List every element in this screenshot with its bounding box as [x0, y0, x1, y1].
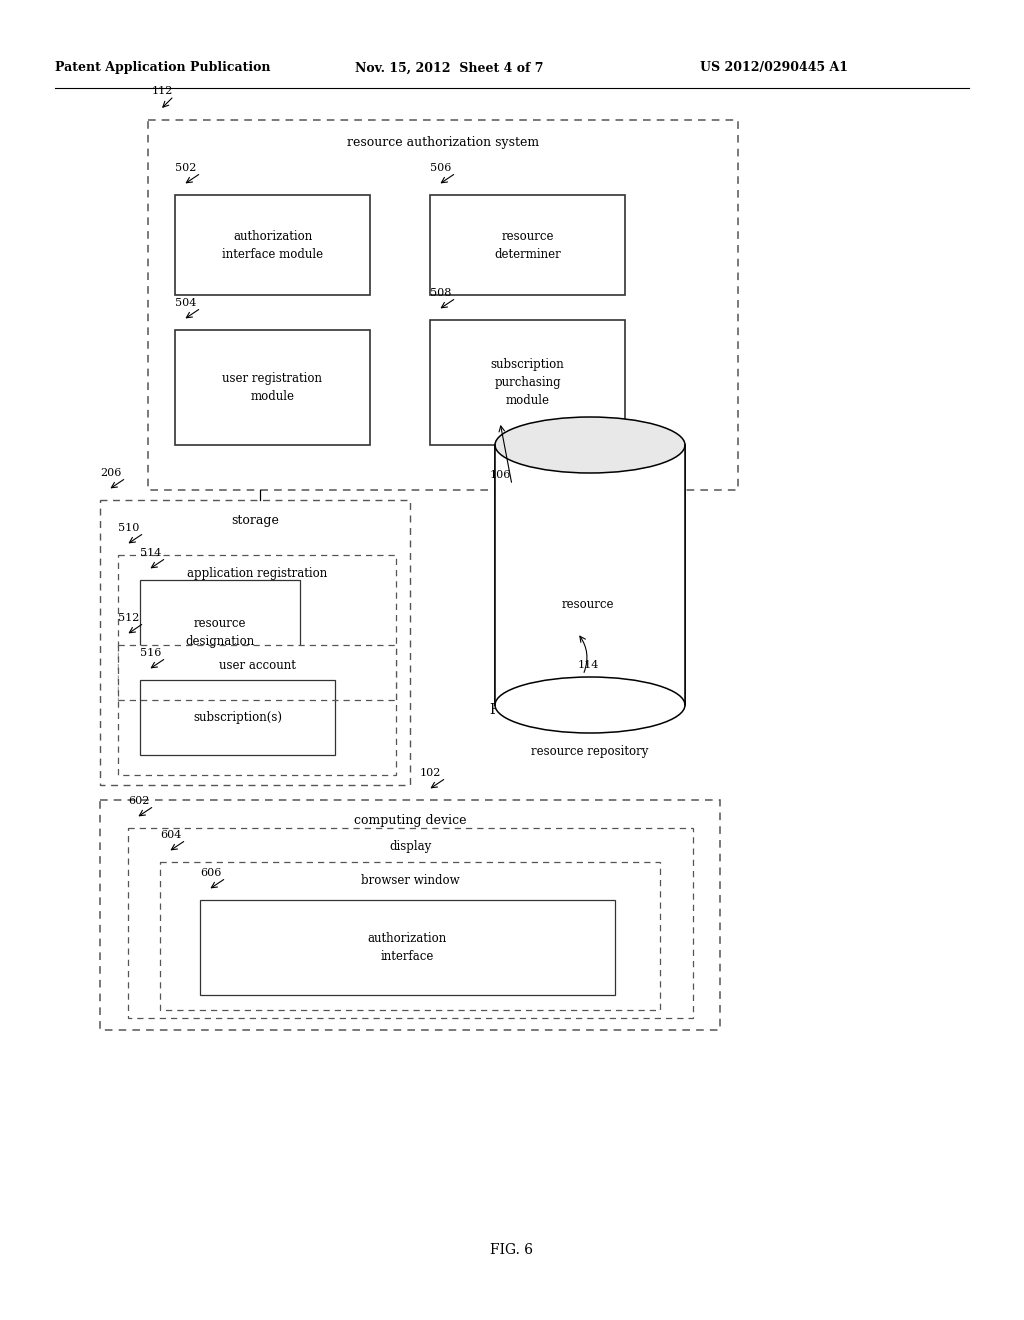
Text: 502: 502 — [175, 162, 197, 173]
Text: 508: 508 — [430, 288, 452, 298]
Text: user registration
module: user registration module — [222, 372, 323, 403]
Text: resource: resource — [561, 598, 613, 610]
Text: 510: 510 — [118, 523, 139, 533]
Text: resource authorization system: resource authorization system — [347, 136, 539, 149]
Text: authorization
interface: authorization interface — [368, 932, 447, 964]
Bar — [148, 120, 738, 490]
Text: user account: user account — [218, 659, 296, 672]
Text: 114: 114 — [578, 660, 599, 671]
Text: subscription
purchasing
module: subscription purchasing module — [490, 358, 564, 407]
Bar — [118, 645, 396, 775]
Bar — [525, 565, 630, 623]
Text: resource
determiner: resource determiner — [495, 230, 561, 260]
Text: display: display — [389, 840, 432, 853]
Bar — [175, 195, 370, 294]
Text: 106: 106 — [490, 470, 511, 480]
Bar — [160, 862, 660, 1010]
Text: 606: 606 — [200, 869, 221, 878]
Text: Patent Application Publication: Patent Application Publication — [55, 62, 270, 74]
Bar — [430, 319, 625, 445]
Bar — [175, 330, 370, 445]
Text: 102: 102 — [420, 768, 441, 777]
Text: 604: 604 — [160, 830, 181, 840]
Ellipse shape — [495, 417, 685, 473]
Bar — [200, 900, 615, 995]
Text: 504: 504 — [175, 298, 197, 308]
Text: browser window: browser window — [360, 874, 460, 887]
Bar — [128, 828, 693, 1018]
Bar — [100, 800, 720, 1030]
Text: resource repository: resource repository — [531, 744, 648, 758]
Bar — [495, 445, 685, 705]
Text: 602: 602 — [128, 796, 150, 807]
Bar — [515, 554, 620, 612]
Text: FIG. 5: FIG. 5 — [490, 704, 534, 717]
Text: authorization
interface module: authorization interface module — [222, 230, 323, 260]
Text: 516: 516 — [140, 648, 162, 657]
Text: 512: 512 — [118, 612, 139, 623]
Text: 112: 112 — [152, 86, 173, 96]
Text: application registration: application registration — [186, 568, 327, 579]
Bar — [100, 500, 410, 785]
Text: computing device: computing device — [353, 814, 466, 828]
Text: 506: 506 — [430, 162, 452, 173]
Text: US 2012/0290445 A1: US 2012/0290445 A1 — [700, 62, 848, 74]
Text: resource
designation: resource designation — [185, 616, 255, 648]
Ellipse shape — [495, 677, 685, 733]
Text: Nov. 15, 2012  Sheet 4 of 7: Nov. 15, 2012 Sheet 4 of 7 — [355, 62, 544, 74]
Text: 206: 206 — [100, 469, 122, 478]
Bar — [118, 554, 396, 700]
Bar — [535, 576, 640, 634]
Bar — [430, 195, 625, 294]
Text: 514: 514 — [140, 548, 162, 558]
Bar — [140, 579, 300, 685]
Text: subscription(s): subscription(s) — [193, 711, 282, 723]
Bar — [140, 680, 335, 755]
Text: FIG. 6: FIG. 6 — [490, 1243, 534, 1257]
Text: storage: storage — [231, 513, 279, 527]
